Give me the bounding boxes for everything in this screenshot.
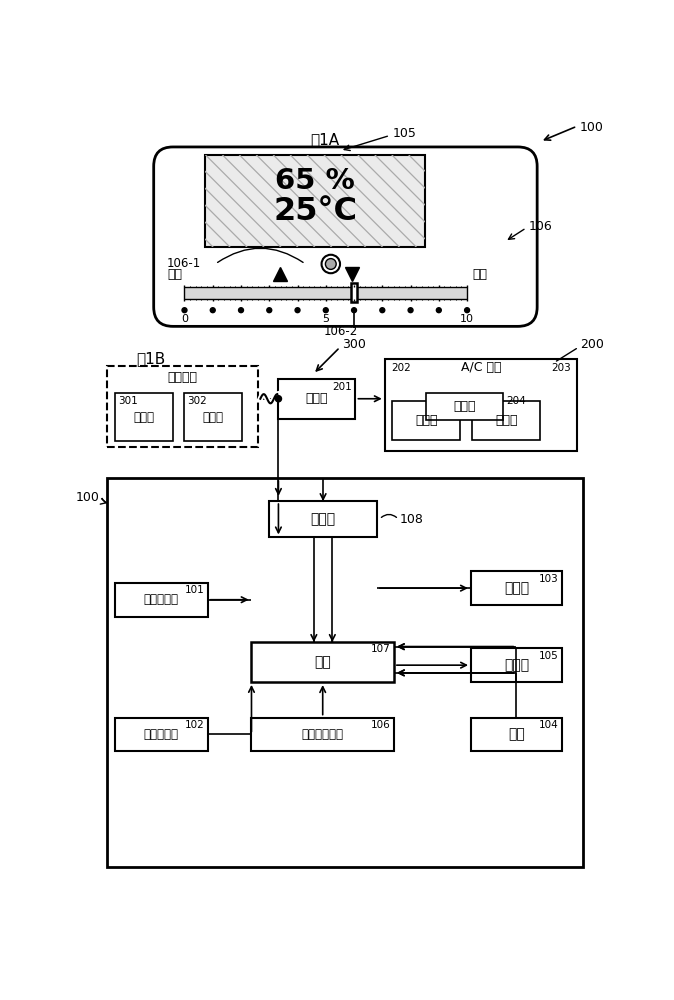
Circle shape: [326, 259, 336, 269]
Text: 202: 202: [391, 363, 410, 373]
Text: 105: 105: [392, 127, 417, 140]
Text: 继电器: 继电器: [306, 392, 328, 405]
Bar: [471, 571, 562, 605]
Text: 301: 301: [118, 396, 138, 406]
Text: 蒸发器: 蒸发器: [133, 411, 154, 424]
Circle shape: [276, 396, 282, 402]
Text: 控制器: 控制器: [311, 512, 336, 526]
Text: 用户输入装置: 用户输入装置: [302, 728, 344, 741]
Text: 105: 105: [539, 651, 559, 661]
Text: 107: 107: [371, 644, 391, 654]
Text: 湿度传感器: 湿度传感器: [144, 728, 179, 741]
Text: 65 %: 65 %: [275, 167, 355, 195]
Text: 203: 203: [551, 363, 571, 373]
Bar: [251, 718, 394, 751]
Text: 204: 204: [506, 396, 526, 406]
Text: 106: 106: [371, 720, 391, 730]
Bar: [269, 501, 377, 537]
Text: 103: 103: [539, 574, 559, 584]
Circle shape: [295, 308, 300, 313]
Bar: [115, 718, 208, 751]
Bar: [471, 718, 562, 751]
FancyBboxPatch shape: [154, 147, 537, 326]
Text: 100: 100: [76, 491, 100, 504]
Text: A/C 单元: A/C 单元: [461, 361, 501, 374]
Bar: [471, 648, 562, 682]
Circle shape: [321, 255, 340, 273]
Bar: [185, 287, 467, 299]
Text: 舒适: 舒适: [472, 268, 488, 281]
Text: 处理器: 处理器: [503, 581, 529, 595]
Circle shape: [324, 308, 328, 313]
Circle shape: [239, 308, 243, 313]
Text: 压缩机: 压缩机: [415, 414, 437, 427]
Circle shape: [352, 308, 357, 313]
Circle shape: [436, 308, 441, 313]
Text: 控制阀: 控制阀: [495, 414, 518, 427]
Text: 302: 302: [187, 396, 208, 406]
Bar: [472, 401, 541, 440]
Text: 0: 0: [181, 314, 188, 324]
Bar: [278, 379, 355, 419]
Circle shape: [182, 308, 187, 313]
Text: 200: 200: [580, 338, 604, 351]
Text: 5: 5: [322, 314, 330, 324]
Text: 内存: 内存: [508, 727, 525, 741]
Bar: [426, 393, 503, 420]
Text: 102: 102: [185, 720, 204, 730]
Bar: [251, 642, 394, 682]
Circle shape: [210, 308, 215, 313]
Text: 25°C: 25°C: [273, 196, 357, 227]
Text: 图1B: 图1B: [136, 351, 165, 366]
Circle shape: [408, 308, 413, 313]
Text: 蒸发器: 蒸发器: [454, 400, 476, 413]
Text: 100: 100: [580, 121, 603, 134]
Text: 10: 10: [460, 314, 474, 324]
Bar: [392, 401, 460, 440]
Bar: [107, 478, 584, 867]
Bar: [385, 359, 577, 451]
Bar: [115, 393, 173, 441]
Text: 101: 101: [185, 585, 204, 595]
Bar: [115, 583, 208, 617]
Text: 106-1: 106-1: [166, 257, 201, 270]
Text: 300: 300: [342, 338, 366, 351]
Circle shape: [464, 308, 470, 313]
Circle shape: [267, 308, 272, 313]
Text: 显示器: 显示器: [503, 658, 529, 672]
Circle shape: [380, 308, 385, 313]
Text: 106-2: 106-2: [324, 325, 357, 338]
Text: 温度传感器: 温度传感器: [144, 593, 179, 606]
Text: 总线: 总线: [314, 655, 331, 669]
Text: 加热炉: 加热炉: [203, 411, 224, 424]
Text: 加热单元: 加热单元: [168, 371, 197, 384]
Text: 图1A: 图1A: [310, 132, 339, 147]
Text: 经济: 经济: [167, 268, 182, 281]
Bar: [185, 393, 242, 441]
Text: 104: 104: [539, 720, 559, 730]
Text: 201: 201: [332, 382, 353, 392]
Bar: [351, 283, 357, 302]
Text: 108: 108: [400, 513, 424, 526]
Bar: [107, 366, 257, 447]
Text: 106: 106: [528, 220, 553, 233]
Bar: [206, 155, 425, 247]
